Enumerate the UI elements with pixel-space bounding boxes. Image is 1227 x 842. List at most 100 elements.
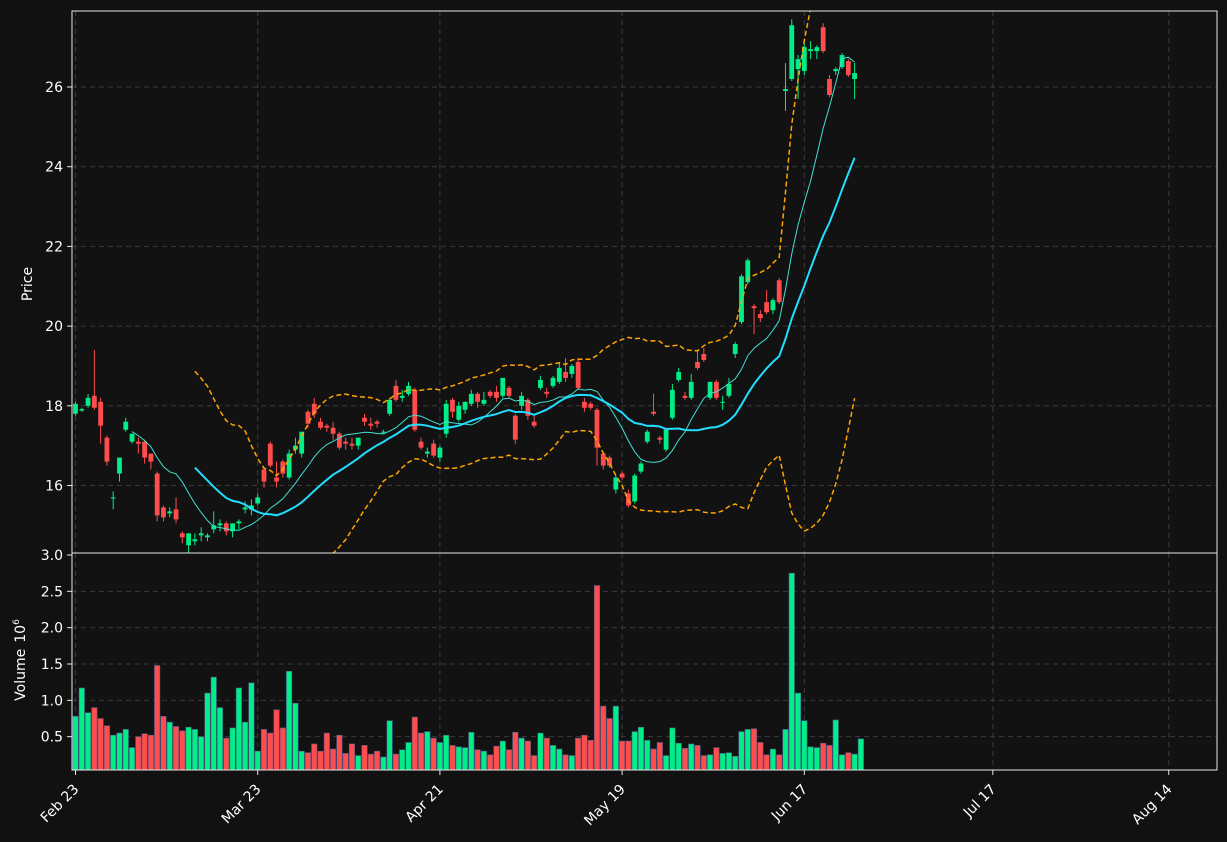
candle-body <box>827 79 832 95</box>
candle-body <box>418 441 424 448</box>
candle-body <box>154 473 160 516</box>
volume-tick-label: 2.5 <box>41 584 63 600</box>
candle-body <box>286 453 292 478</box>
volume-bar <box>172 726 180 771</box>
volume-bar <box>449 745 456 771</box>
candle-body <box>757 314 763 319</box>
volume-bar <box>336 734 343 771</box>
candle-body <box>274 477 279 482</box>
candle-body <box>148 453 154 462</box>
candle-body <box>795 59 801 70</box>
candle-body <box>349 443 355 446</box>
volume-bar <box>801 720 808 771</box>
date-tick-label: Aug 14 <box>1129 781 1175 827</box>
volume-bar <box>675 742 682 771</box>
candle-body <box>79 408 85 411</box>
candle-body <box>374 421 380 424</box>
volume-bar <box>78 687 85 771</box>
candle-body <box>468 393 474 404</box>
volume-bar <box>229 727 236 771</box>
candle-body <box>198 533 204 536</box>
volume-bar <box>185 726 192 771</box>
volume-tick-label: 3.0 <box>41 548 63 564</box>
candle-body <box>91 395 97 408</box>
volume-bar <box>374 750 381 771</box>
volume-panel-frame <box>71 552 1218 771</box>
volume-bar <box>663 755 670 771</box>
volume-bar <box>97 718 104 771</box>
volume-axis-label-text: Volume <box>13 649 29 701</box>
volume-bar <box>129 747 136 771</box>
candle-body <box>424 451 430 454</box>
volume-bar <box>600 705 607 771</box>
volume-bar <box>424 731 431 771</box>
volume-bar <box>323 732 330 771</box>
candle-body <box>783 88 788 91</box>
volume-bar <box>757 742 764 771</box>
volume-bar <box>298 750 305 771</box>
volume-bar <box>769 748 776 771</box>
volume-bar <box>524 740 531 771</box>
candle-body <box>808 49 814 52</box>
candle-body <box>481 399 487 404</box>
volume-bar <box>235 687 242 771</box>
volume-bar <box>392 753 399 771</box>
candle-body <box>330 427 336 434</box>
volume-bar <box>480 750 487 771</box>
volume-bar <box>619 740 626 771</box>
volume-axis-label: Volume 106 <box>12 619 29 701</box>
candle-body <box>399 395 405 398</box>
candle-body <box>412 389 418 430</box>
volume-bar <box>135 736 142 771</box>
volume-bar <box>694 745 701 771</box>
volume-bar <box>242 721 249 771</box>
candle-body <box>355 437 361 446</box>
date-tick-label: Jul 17 <box>960 782 1000 822</box>
candle-body <box>600 453 606 466</box>
price-panel-background <box>72 11 1217 553</box>
candle-body <box>613 477 619 490</box>
volume-bar <box>713 747 720 771</box>
candle-body <box>525 399 531 416</box>
candle-body <box>638 463 644 472</box>
volume-bar <box>813 747 820 771</box>
candle-body <box>192 539 198 542</box>
volume-bar <box>216 707 224 771</box>
date-tick-label: Apr 21 <box>403 782 447 826</box>
candle-body <box>651 411 656 414</box>
volume-bar <box>198 736 205 771</box>
candle-body <box>368 423 374 426</box>
volume-bar <box>355 755 362 771</box>
volume-bar <box>191 729 198 771</box>
volume-bar <box>210 676 217 771</box>
lower-band-line <box>332 397 856 553</box>
volume-bar <box>273 709 280 771</box>
volume-bar <box>223 737 230 771</box>
candle-body <box>117 457 122 474</box>
candle-body <box>632 475 638 502</box>
candle-body <box>776 280 782 303</box>
candle-body <box>475 393 481 402</box>
volume-bar <box>738 731 745 771</box>
candle-body <box>324 425 330 428</box>
volume-tick-label: 1.0 <box>41 693 63 709</box>
volume-bar <box>650 748 657 771</box>
candle-body <box>242 507 248 510</box>
volume-bar <box>782 729 789 771</box>
volume-bar <box>286 670 293 771</box>
candle-body <box>575 361 581 388</box>
volume-bar <box>430 737 437 771</box>
volume-bar <box>832 719 839 771</box>
volume-bar <box>606 718 613 771</box>
volume-bar <box>292 702 299 771</box>
volume-bar <box>700 755 707 771</box>
candle-body <box>833 69 839 72</box>
candle-body <box>280 461 286 474</box>
volume-bar <box>103 725 110 771</box>
volume-bar <box>505 749 513 771</box>
candle-body <box>713 381 719 398</box>
volume-bar <box>788 572 795 771</box>
candle-body <box>110 497 116 499</box>
volume-tick-label: 0.5 <box>41 730 63 746</box>
